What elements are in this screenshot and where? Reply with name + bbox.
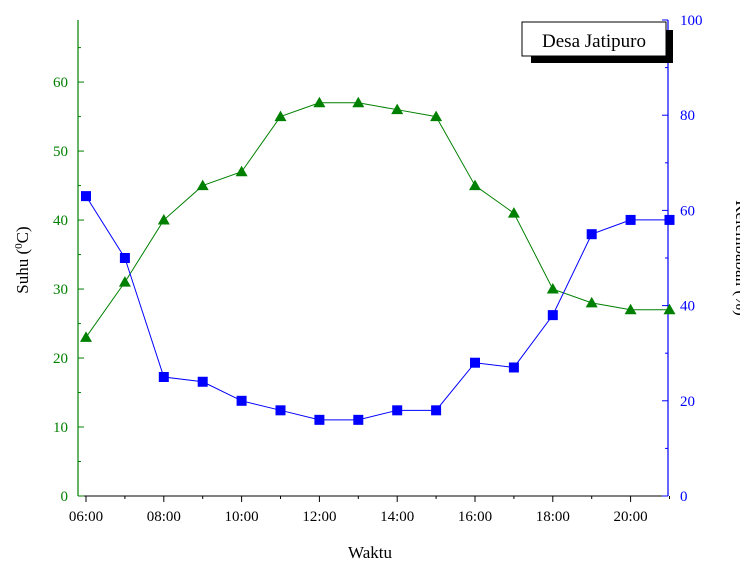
y1-tick-label: 60 [53, 75, 68, 91]
data-point-triangle [546, 283, 559, 294]
data-point-square [664, 214, 675, 225]
data-point-square [314, 414, 325, 425]
data-point-triangle [624, 303, 637, 315]
x-tick-label: 18:00 [536, 509, 570, 525]
data-point-square [81, 191, 91, 202]
data-point-triangle [391, 103, 404, 115]
y1-tick-label: 20 [53, 351, 68, 367]
data-point-square [392, 405, 403, 416]
y2-axis-title: Kelembaban (%) [732, 200, 740, 316]
x-tick-label: 12:00 [302, 509, 336, 525]
data-point-triangle [313, 96, 326, 108]
data-point-square [431, 405, 442, 416]
data-point-square [547, 310, 558, 321]
data-point-square [119, 253, 130, 263]
y1-axis-title: Suhu (0C) [13, 226, 32, 293]
series-layer [80, 96, 676, 425]
series-suhu-line [85, 102, 670, 338]
x-tick-label: 08:00 [147, 509, 181, 525]
y2-tick-label: 80 [680, 108, 695, 124]
data-point-square [275, 405, 286, 416]
y1-tick-label: 10 [53, 420, 68, 436]
data-point-square [197, 376, 208, 387]
data-point-square [625, 214, 636, 225]
x-tick-label: 10:00 [225, 509, 259, 525]
series-kelembaban-line [85, 195, 670, 421]
y2-tick-label: 20 [680, 394, 695, 410]
data-point-triangle [274, 110, 287, 122]
data-point-square [470, 357, 480, 368]
x-tick-label: 06:00 [69, 509, 103, 525]
y2-tick-label: 40 [680, 299, 695, 315]
data-point-square [586, 229, 597, 240]
x-tick-label: 16:00 [458, 509, 492, 525]
data-point-triangle [507, 207, 520, 218]
data-point-triangle [80, 331, 92, 342]
data-point-triangle [663, 303, 676, 315]
axes: 0 10 20 30 40 50 60 0 20 40 60 80 100 06:00 08:00 10:00… [53, 13, 703, 525]
y1-tick-label: 30 [53, 282, 68, 298]
data-point-square [508, 362, 519, 373]
x-tick-label: 14:00 [380, 509, 414, 525]
x-tick-label: 20:00 [614, 509, 648, 525]
y1-tick-label: 50 [53, 144, 68, 160]
y2-tick-label: 100 [680, 13, 703, 29]
data-point-triangle [235, 165, 248, 177]
data-point-triangle [157, 214, 170, 225]
annotation-box: Desa Jatipuro [521, 21, 673, 63]
y1-tick-label: 0 [61, 489, 69, 505]
data-point-triangle [469, 179, 481, 191]
y2-tick-label: 0 [680, 489, 688, 505]
data-point-square [353, 414, 364, 425]
annotation-text: Desa Jatipuro [542, 31, 646, 52]
data-point-triangle [430, 110, 443, 122]
data-point-triangle [118, 276, 131, 287]
data-point-square [236, 395, 247, 406]
data-point-square [158, 372, 169, 382]
annotation-frame [521, 21, 667, 57]
x-axis-title: Waktu [348, 543, 392, 562]
y1-tick-label: 40 [53, 213, 68, 229]
data-point-triangle [196, 179, 209, 191]
data-point-triangle [352, 96, 365, 108]
y2-tick-label: 60 [680, 203, 695, 219]
data-point-triangle [585, 296, 598, 308]
